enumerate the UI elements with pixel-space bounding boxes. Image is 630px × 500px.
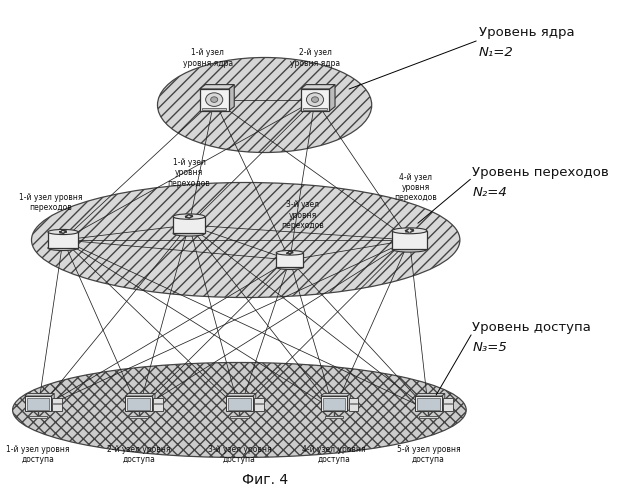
- FancyBboxPatch shape: [200, 89, 229, 111]
- Text: 2-й узел уровня
доступа: 2-й узел уровня доступа: [107, 445, 170, 464]
- Text: 4-й узел
уровня
переходов: 4-й узел уровня переходов: [394, 172, 437, 203]
- Ellipse shape: [276, 265, 304, 270]
- FancyBboxPatch shape: [323, 398, 345, 409]
- Text: 1-й узел
уровня
переходов: 1-й узел уровня переходов: [168, 158, 210, 188]
- Polygon shape: [415, 394, 445, 396]
- FancyBboxPatch shape: [28, 416, 47, 418]
- Text: Уровень доступа: Уровень доступа: [472, 321, 592, 334]
- FancyBboxPatch shape: [26, 398, 49, 409]
- Text: 4-й узел уровня
доступа: 4-й узел уровня доступа: [302, 445, 365, 464]
- Polygon shape: [442, 394, 445, 411]
- Text: N₃=5: N₃=5: [472, 341, 507, 354]
- Ellipse shape: [158, 58, 372, 152]
- Text: 1-й узел уровня
доступа: 1-й узел уровня доступа: [6, 445, 69, 464]
- FancyBboxPatch shape: [129, 416, 148, 418]
- Text: Уровень ядра: Уровень ядра: [479, 26, 575, 39]
- Polygon shape: [51, 394, 54, 411]
- FancyBboxPatch shape: [230, 416, 249, 418]
- Text: 2-й узел
уровня ядра: 2-й узел уровня ядра: [290, 48, 340, 68]
- FancyBboxPatch shape: [303, 108, 327, 110]
- Polygon shape: [347, 394, 350, 411]
- FancyBboxPatch shape: [153, 398, 163, 410]
- Circle shape: [205, 93, 223, 106]
- Text: Уровень переходов: Уровень переходов: [472, 166, 609, 179]
- FancyBboxPatch shape: [444, 403, 452, 404]
- Text: 3-й узел уровня
доступа: 3-й узел уровня доступа: [208, 445, 271, 464]
- FancyBboxPatch shape: [276, 253, 304, 267]
- Polygon shape: [253, 394, 256, 411]
- Ellipse shape: [32, 182, 460, 298]
- FancyBboxPatch shape: [419, 416, 438, 418]
- FancyBboxPatch shape: [54, 403, 61, 404]
- FancyBboxPatch shape: [202, 108, 226, 110]
- FancyBboxPatch shape: [415, 396, 442, 411]
- Ellipse shape: [173, 230, 205, 236]
- Ellipse shape: [173, 214, 205, 220]
- Ellipse shape: [276, 250, 304, 255]
- Text: 1-й узел уровня
переходов: 1-й узел уровня переходов: [19, 193, 82, 212]
- FancyBboxPatch shape: [25, 396, 51, 411]
- FancyBboxPatch shape: [443, 398, 453, 410]
- Polygon shape: [329, 84, 335, 111]
- FancyBboxPatch shape: [254, 398, 264, 410]
- FancyBboxPatch shape: [173, 216, 205, 234]
- Polygon shape: [200, 84, 234, 89]
- FancyBboxPatch shape: [301, 89, 329, 111]
- FancyBboxPatch shape: [52, 398, 62, 410]
- Text: N₂=4: N₂=4: [472, 186, 507, 199]
- Polygon shape: [229, 84, 234, 111]
- Text: 3-й узел
уровня
переходов: 3-й узел уровня переходов: [281, 200, 324, 230]
- Ellipse shape: [392, 246, 427, 252]
- Text: 1-й узел
уровня ядра: 1-й узел уровня ядра: [183, 48, 233, 68]
- FancyBboxPatch shape: [350, 403, 357, 404]
- Polygon shape: [226, 394, 256, 396]
- FancyBboxPatch shape: [127, 398, 150, 409]
- FancyBboxPatch shape: [226, 396, 253, 411]
- FancyBboxPatch shape: [48, 232, 78, 248]
- Circle shape: [311, 97, 319, 102]
- FancyBboxPatch shape: [154, 403, 162, 404]
- Ellipse shape: [392, 228, 427, 234]
- FancyBboxPatch shape: [348, 398, 358, 410]
- Polygon shape: [25, 394, 54, 396]
- Polygon shape: [321, 394, 350, 396]
- FancyBboxPatch shape: [417, 398, 440, 409]
- Text: Фиг. 4: Фиг. 4: [241, 474, 288, 488]
- Ellipse shape: [13, 362, 466, 458]
- Text: N₁=2: N₁=2: [479, 46, 513, 59]
- Ellipse shape: [48, 230, 78, 234]
- Polygon shape: [152, 394, 155, 411]
- Text: 5-й узел уровня
доступа: 5-й узел уровня доступа: [397, 445, 460, 464]
- FancyBboxPatch shape: [125, 396, 152, 411]
- FancyBboxPatch shape: [392, 231, 427, 249]
- FancyBboxPatch shape: [324, 416, 343, 418]
- Circle shape: [210, 97, 218, 102]
- FancyBboxPatch shape: [255, 403, 263, 404]
- Polygon shape: [125, 394, 155, 396]
- FancyBboxPatch shape: [228, 398, 251, 409]
- Ellipse shape: [48, 246, 78, 250]
- FancyBboxPatch shape: [321, 396, 347, 411]
- Circle shape: [306, 93, 324, 106]
- Polygon shape: [301, 84, 335, 89]
